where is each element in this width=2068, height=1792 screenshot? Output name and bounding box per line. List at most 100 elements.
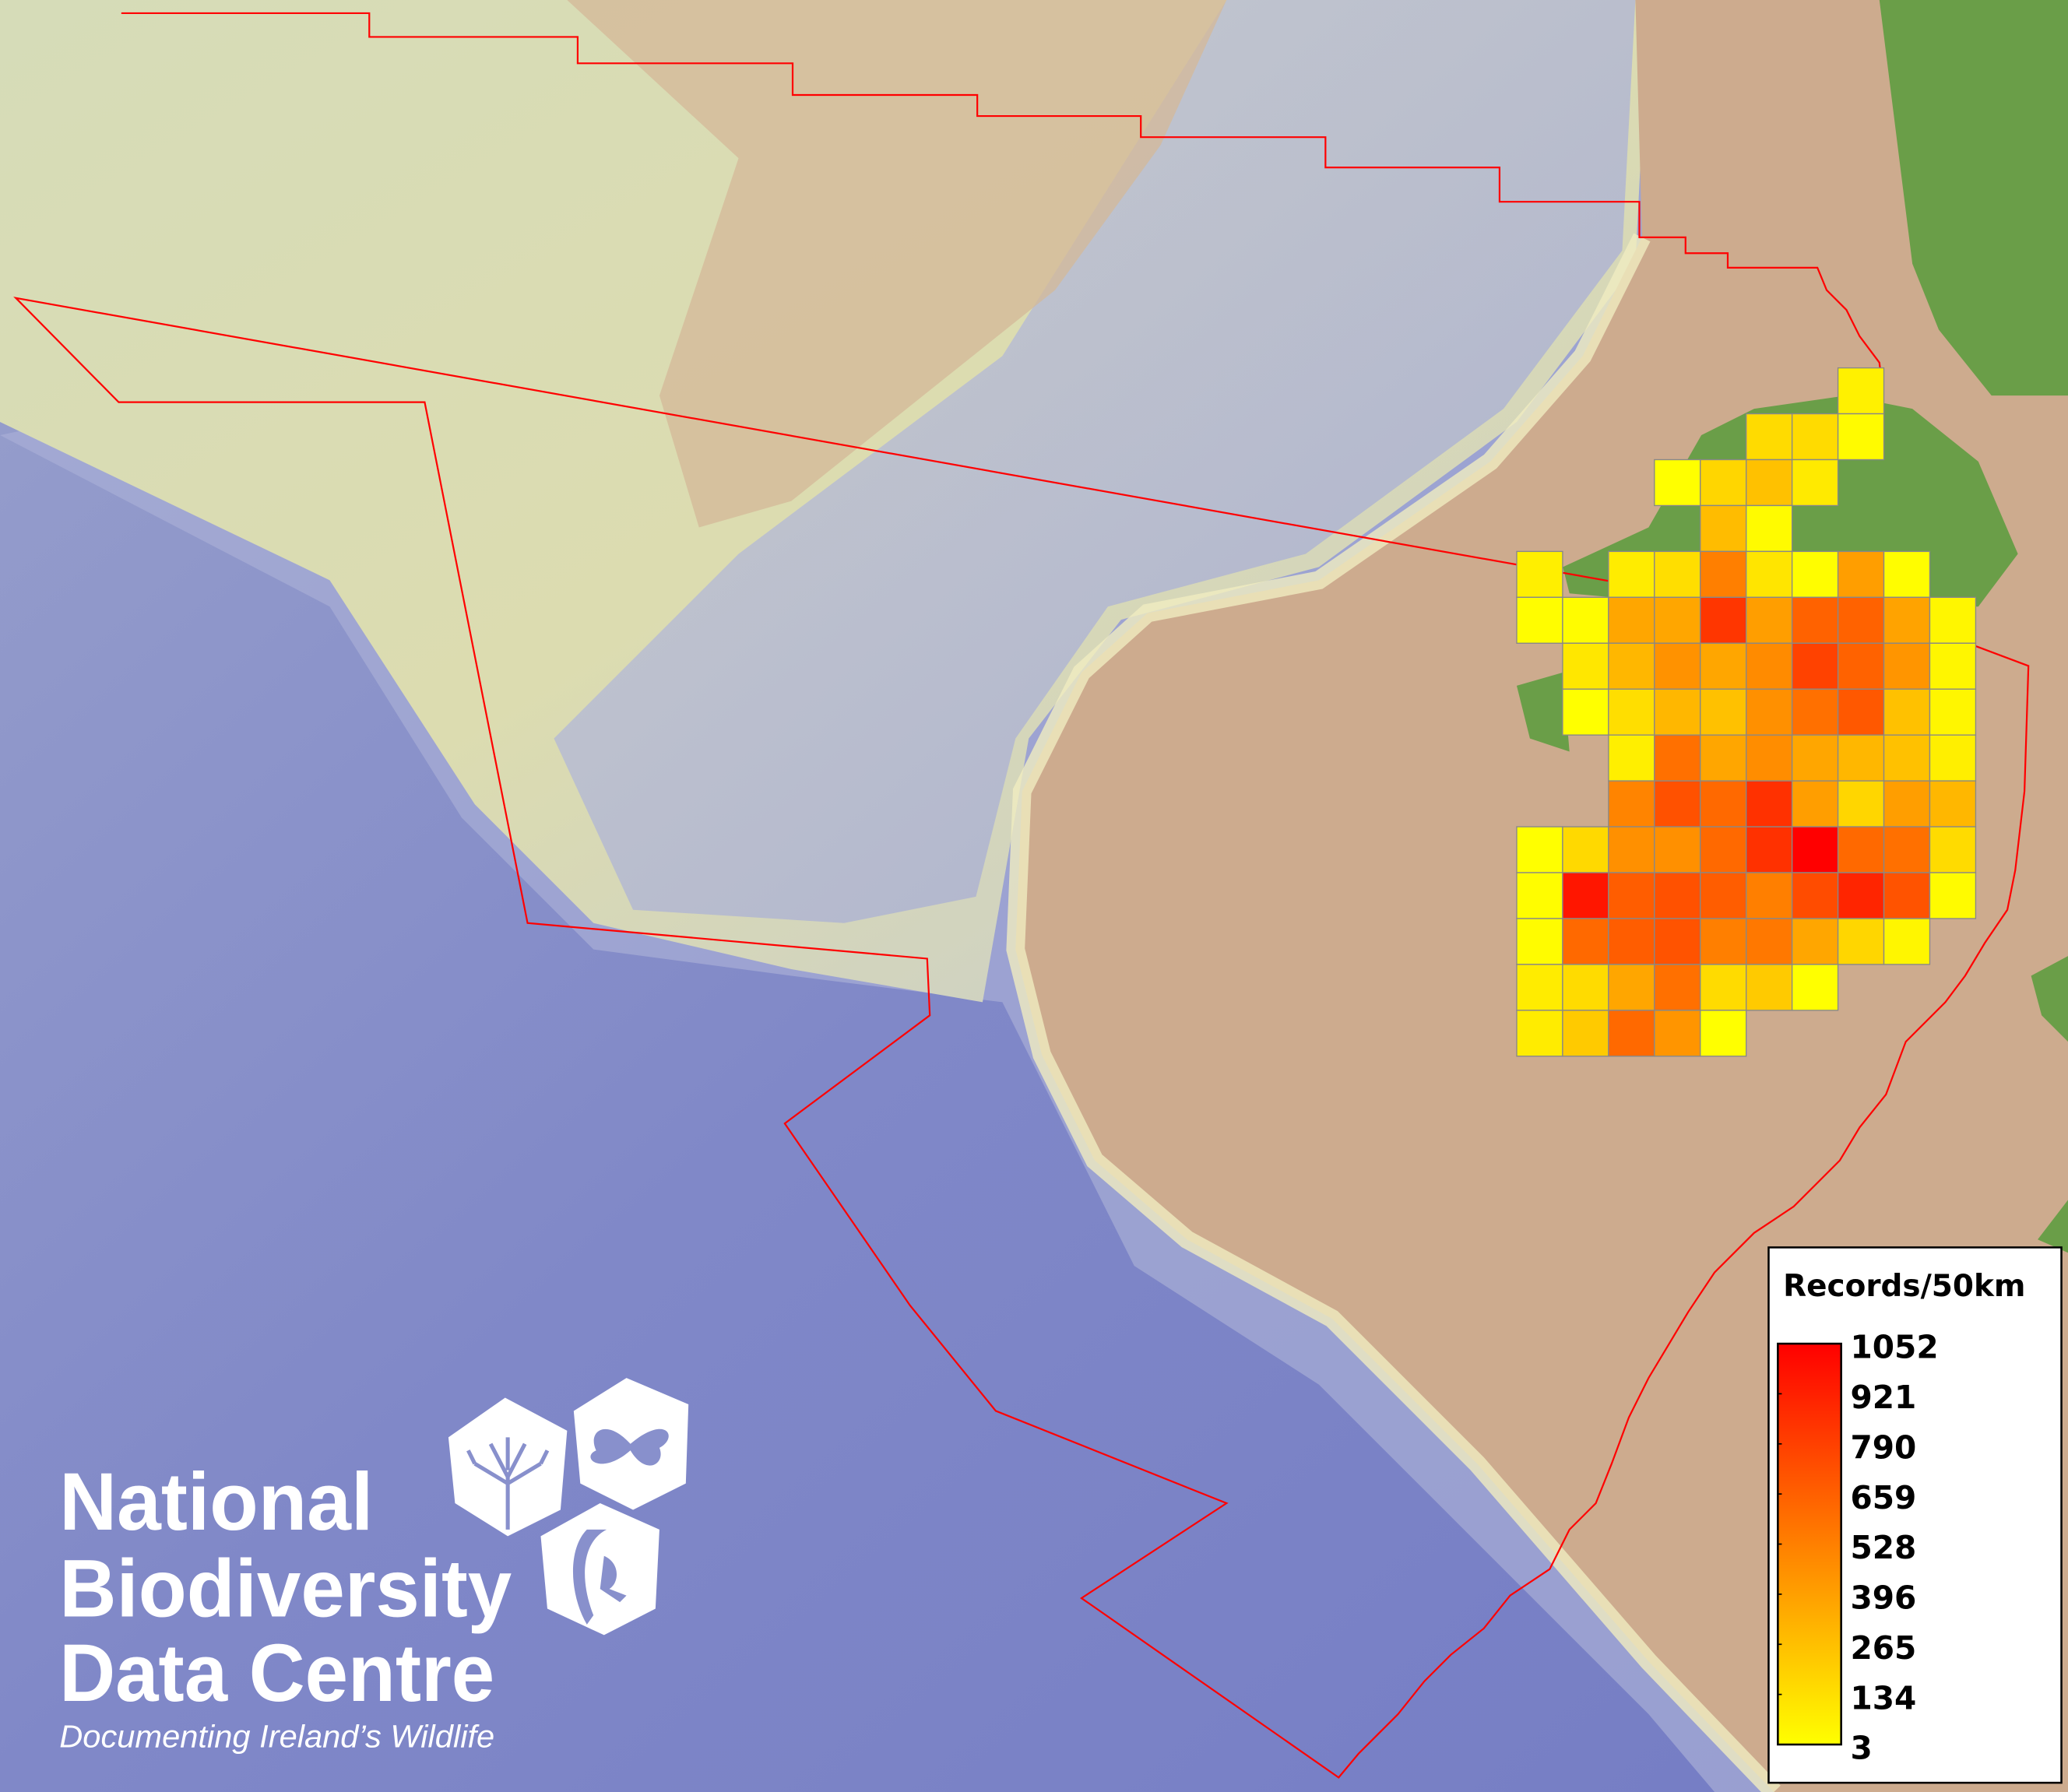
grid-cell xyxy=(1746,918,1793,965)
grid-cell xyxy=(1837,596,1885,644)
grid-cell xyxy=(1929,826,1977,873)
grid-cell xyxy=(1700,826,1747,873)
seahorse-icon xyxy=(572,1529,627,1625)
grid-cell xyxy=(1837,688,1885,736)
grid-cell xyxy=(1837,734,1885,782)
grid-cell xyxy=(1791,413,1839,461)
legend-ticks: 1052 921 790 659 528 396 265 134 3 xyxy=(1778,1329,1939,1767)
hexagon-tree xyxy=(448,1397,568,1537)
grid-cell xyxy=(1516,826,1563,873)
grid-cell xyxy=(1746,413,1793,461)
grid-cell xyxy=(1791,918,1839,965)
grid-cell xyxy=(1654,918,1701,965)
logo-line-national: National xyxy=(59,1456,373,1548)
grid-cell xyxy=(1746,872,1793,919)
grid-cell xyxy=(1700,504,1747,553)
grid-cell xyxy=(1883,734,1931,782)
grid-cell xyxy=(1654,550,1701,599)
hexagon-butterfly xyxy=(573,1378,689,1510)
grid-cell xyxy=(1516,872,1563,919)
grid-cell xyxy=(1562,642,1609,690)
land-scotland xyxy=(1879,0,2068,396)
grid-cell xyxy=(1608,964,1655,1011)
grid-cell xyxy=(1837,872,1885,919)
grid-cell xyxy=(1791,826,1839,873)
legend-tick-label: 396 xyxy=(1851,1579,1917,1617)
grid-cell xyxy=(1700,1010,1747,1057)
grid-cell xyxy=(1608,596,1655,644)
hexagon-seahorse xyxy=(540,1503,659,1636)
grid-cell xyxy=(1929,642,1977,690)
grid-cell xyxy=(1883,780,1931,827)
legend-tick-label: 3 xyxy=(1851,1730,1873,1767)
grid-cell xyxy=(1791,780,1839,827)
legend-tick-label: 659 xyxy=(1851,1479,1917,1516)
butterfly-icon xyxy=(590,1428,669,1466)
records-grid xyxy=(1516,367,1977,1057)
grid-cell xyxy=(1883,872,1931,919)
grid-cell xyxy=(1608,734,1655,782)
legend-tick-label: 790 xyxy=(1851,1428,1917,1466)
grid-cell xyxy=(1746,459,1793,507)
grid-cell xyxy=(1746,964,1793,1011)
grid-cell xyxy=(1608,780,1655,827)
grid-cell xyxy=(1654,872,1701,919)
grid-cell xyxy=(1929,780,1977,827)
ndbc-logo: National Biodiversity Data Centre Docume… xyxy=(59,1378,689,1754)
grid-cell xyxy=(1837,367,1885,415)
grid-cell xyxy=(1883,918,1931,965)
legend-tick-label: 134 xyxy=(1851,1679,1917,1716)
grid-cell xyxy=(1700,918,1747,965)
grid-cell xyxy=(1654,596,1701,644)
legend-title: Records/50km xyxy=(1783,1269,2025,1304)
grid-cell xyxy=(1883,688,1931,736)
grid-cell xyxy=(1837,780,1885,827)
grid-cell xyxy=(1608,550,1655,599)
grid-cell xyxy=(1791,642,1839,690)
grid-cell xyxy=(1837,550,1885,599)
grid-cell xyxy=(1608,642,1655,690)
logo-line-biodiversity: Biodiversity xyxy=(59,1544,512,1635)
grid-cell xyxy=(1516,550,1563,599)
grid-cell xyxy=(1562,872,1609,919)
grid-cell xyxy=(1837,642,1885,690)
legend-tick-label: 1052 xyxy=(1851,1329,1939,1366)
grid-cell xyxy=(1654,459,1701,507)
grid-cell xyxy=(1700,550,1747,599)
legend: Records/50km 1052 921 790 659 528 396 265 134 3 xyxy=(1767,1246,2063,1784)
grid-cell xyxy=(1608,872,1655,919)
grid-cell xyxy=(1700,596,1747,644)
grid-cell xyxy=(1791,550,1839,599)
grid-cell xyxy=(1746,504,1793,553)
grid-cell xyxy=(1746,596,1793,644)
shelf-trough xyxy=(554,0,1636,923)
land-wales xyxy=(2031,956,2068,1042)
grid-cell xyxy=(1700,964,1747,1011)
grid-cell xyxy=(1791,964,1839,1011)
legend-tick-label: 265 xyxy=(1851,1629,1917,1667)
grid-cell xyxy=(1929,734,1977,782)
grid-cell xyxy=(1929,688,1977,736)
shelf-edge-highlight xyxy=(1006,233,1781,1792)
grid-cell xyxy=(1654,1010,1701,1057)
grid-cell xyxy=(1883,550,1931,599)
logo-line-data-centre: Data Centre xyxy=(59,1628,494,1719)
grid-cell xyxy=(1700,872,1747,919)
grid-cell xyxy=(1562,918,1609,965)
grid-cell xyxy=(1791,734,1839,782)
logo-tagline: Documenting Ireland’s Wildlife xyxy=(59,1718,494,1754)
grid-cell xyxy=(1562,596,1609,644)
grid-cell xyxy=(1654,780,1701,827)
grid-cell xyxy=(1654,826,1701,873)
legend-color-bar xyxy=(1777,1342,1842,1746)
grid-cell xyxy=(1654,642,1701,690)
grid-cell xyxy=(1700,734,1747,782)
grid-cell xyxy=(1746,780,1793,827)
grid-cell xyxy=(1791,596,1839,644)
grid-cell xyxy=(1746,734,1793,782)
grid-cell xyxy=(1562,826,1609,873)
grid-cell xyxy=(1746,826,1793,873)
tree-icon xyxy=(466,1437,550,1530)
